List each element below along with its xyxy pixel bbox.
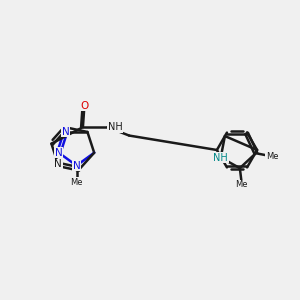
Text: N: N [73, 160, 80, 171]
Text: NH: NH [107, 122, 122, 132]
Text: Me: Me [266, 152, 278, 161]
Text: N: N [62, 127, 69, 137]
Text: NH: NH [213, 152, 228, 163]
Text: N: N [55, 148, 63, 158]
Text: Me: Me [236, 180, 248, 189]
Text: N: N [54, 160, 62, 170]
Text: Me: Me [70, 178, 83, 187]
Text: O: O [80, 100, 88, 111]
